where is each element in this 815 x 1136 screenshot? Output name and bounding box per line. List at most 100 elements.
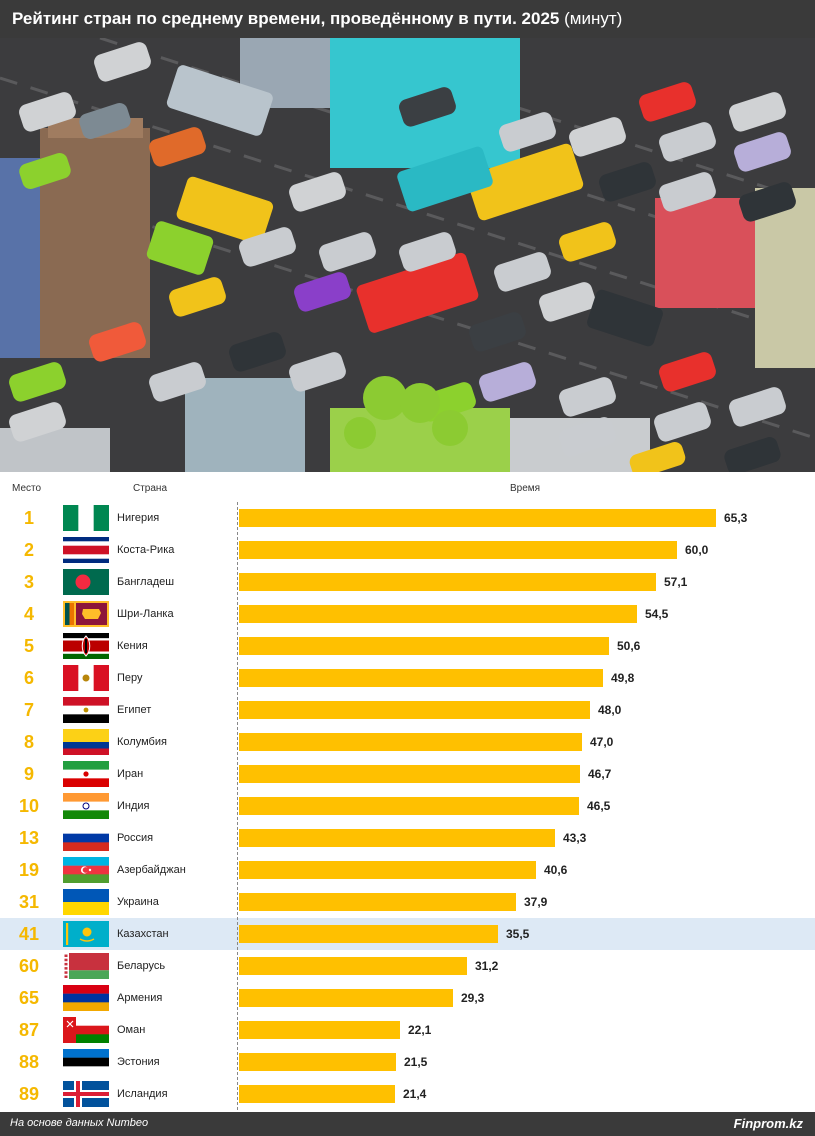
ukraine-flag (63, 889, 109, 915)
ranking-table: Место Страна Время 1 Нигерия 65,3 2 Коста-Ри… (0, 472, 815, 1112)
data-label: 29,3 (461, 991, 485, 1005)
chart-title-unit: (минут) (564, 9, 623, 28)
country-label: Украина (117, 896, 159, 908)
bar (239, 1021, 400, 1039)
table-row: 6 Перу 49,8 (0, 662, 815, 694)
bar (239, 925, 498, 943)
rank-label: 10 (18, 796, 40, 816)
russia-flag (63, 825, 109, 851)
peru-flag (63, 665, 109, 691)
table-row: 2 Коста-Рика 60,0 (0, 534, 815, 566)
bar (239, 893, 516, 911)
rank-label: 89 (18, 1084, 40, 1104)
table-row: 60 Беларусь 31,2 (0, 950, 815, 982)
table-row: 31 Украина 37,9 (0, 886, 815, 918)
brand-logo: Finprom.kz (733, 1116, 803, 1131)
data-label: 31,2 (475, 959, 499, 973)
bar (239, 957, 467, 975)
bar (239, 541, 677, 559)
table-row: 19 Азербайджан 40,6 (0, 854, 815, 886)
rank-label: 9 (23, 764, 34, 784)
bar (239, 861, 536, 879)
footer: На основе данных Numbeo Finprom.kz (0, 1112, 815, 1136)
bar-axis-line (237, 502, 238, 1110)
table-row: 5 Кения 50,6 (0, 630, 815, 662)
country-label: Перу (117, 672, 143, 684)
data-label: 54,5 (645, 607, 669, 621)
country-label: Армения (117, 992, 163, 1004)
bar (239, 989, 453, 1007)
table-row: 4 Шри-Ланка 54,5 (0, 598, 815, 630)
data-label: 35,5 (506, 927, 530, 941)
data-label: 49,8 (611, 671, 635, 685)
data-label: 46,5 (587, 799, 611, 813)
bar (239, 573, 656, 591)
data-label: 22,1 (408, 1023, 432, 1037)
table-row: 1 Нигерия 65,3 (0, 502, 815, 534)
nigeria-flag (63, 505, 109, 531)
rank-label: 65 (18, 988, 40, 1008)
country-label: Эстония (117, 1056, 160, 1068)
rank-label: 8 (23, 732, 34, 752)
rank-label: 5 (23, 636, 34, 656)
egypt-flag (63, 697, 109, 723)
table-row: 8 Колумбия 47,0 (0, 726, 815, 758)
country-label: Иран (117, 768, 144, 780)
country-label: Россия (117, 832, 154, 844)
rank-label: 87 (18, 1020, 40, 1040)
bar (239, 797, 579, 815)
table-row: 3 Бангладеш 57,1 (0, 566, 815, 598)
rank-label: 2 (23, 540, 34, 560)
table-row: 13 Россия 43,3 (0, 822, 815, 854)
traffic-jam-illustration (0, 38, 815, 472)
column-header-rank: Место (12, 483, 42, 494)
country-label: Исландия (117, 1088, 168, 1100)
sri-lanka-flag (63, 601, 109, 627)
azerbaijan-flag (63, 857, 109, 883)
country-label: Бангладеш (117, 576, 175, 588)
rank-label: 60 (18, 956, 40, 976)
country-label: Индия (117, 800, 150, 812)
bar (239, 765, 580, 783)
table-row: 65 Армения 29,3 (0, 982, 815, 1014)
data-label: 46,7 (588, 767, 612, 781)
bar (239, 829, 555, 847)
data-label: 57,1 (664, 575, 688, 589)
column-header-country: Страна (133, 483, 168, 494)
table-row: 88 Эстония 21,5 (0, 1046, 815, 1078)
table-row: 9 Иран 46,7 (0, 758, 815, 790)
data-label: 40,6 (544, 863, 568, 877)
country-label: Египет (117, 704, 152, 716)
bar (239, 637, 609, 655)
estonia-flag (63, 1049, 109, 1075)
source-note: На основе данных Numbeo (10, 1117, 149, 1129)
bar (239, 605, 637, 623)
country-label: Кения (117, 640, 148, 652)
country-label: Оман (117, 1024, 146, 1036)
data-label: 21,5 (404, 1055, 428, 1069)
country-label: Казахстан (117, 928, 169, 940)
data-label: 65,3 (724, 511, 748, 525)
bar (239, 669, 603, 687)
country-label: Беларусь (117, 960, 166, 972)
chart-title-main: Рейтинг стран по среднему времени, прове… (12, 9, 560, 28)
data-label: 50,6 (617, 639, 641, 653)
data-label: 48,0 (598, 703, 622, 717)
bar (239, 701, 590, 719)
iran-flag (63, 761, 109, 787)
rank-label: 4 (23, 604, 34, 624)
country-label: Азербайджан (117, 864, 186, 876)
kazakhstan-flag (63, 921, 109, 947)
rank-label: 6 (23, 668, 34, 688)
chart-title: Рейтинг стран по среднему времени, прове… (0, 0, 815, 38)
costa-rica-flag (63, 537, 109, 563)
oman-flag (63, 1017, 109, 1043)
bar (239, 733, 582, 751)
rank-label: 88 (18, 1052, 40, 1072)
colombia-flag (63, 729, 109, 755)
armenia-flag (63, 985, 109, 1011)
table-row: 87 Оман 22,1 (0, 1014, 815, 1046)
bar (239, 509, 716, 527)
country-label: Коста-Рика (117, 544, 175, 556)
rank-label: 41 (18, 924, 40, 944)
